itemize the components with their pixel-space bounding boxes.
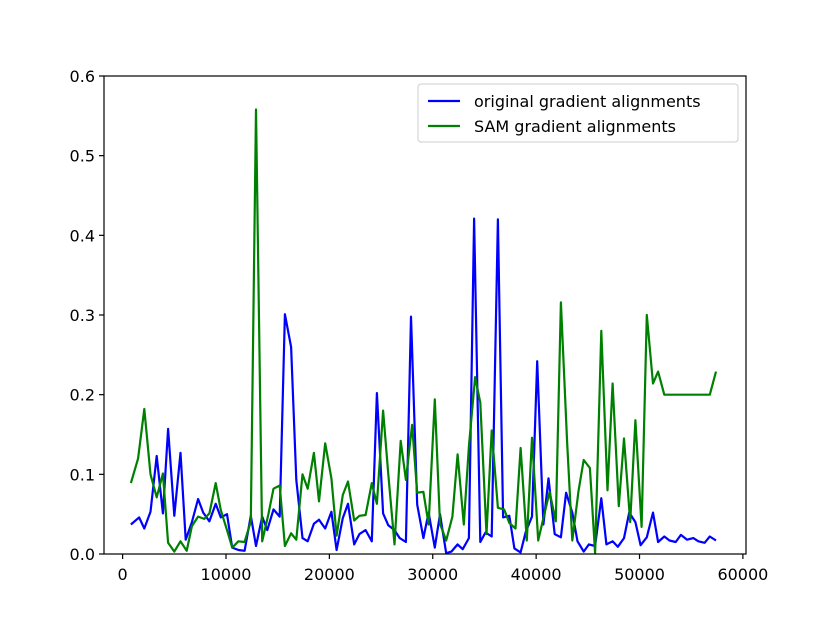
x-tick-label: 50000 bbox=[614, 565, 665, 584]
x-tick-label: 10000 bbox=[201, 565, 252, 584]
y-tick-label: 0.3 bbox=[70, 306, 95, 325]
x-tick-label: 0 bbox=[118, 565, 128, 584]
x-axis: 0 10000 20000 30000 40000 50000 60000 bbox=[118, 554, 768, 584]
y-tick-label: 0.4 bbox=[70, 226, 95, 245]
legend: original gradient alignments SAM gradient… bbox=[417, 83, 739, 143]
y-tick-label: 0.6 bbox=[70, 67, 95, 86]
x-tick-label: 40000 bbox=[511, 565, 562, 584]
y-tick-label: 0.2 bbox=[70, 386, 95, 405]
y-tick-label: 0.5 bbox=[70, 147, 95, 166]
y-tick-label: 0.0 bbox=[70, 545, 95, 564]
x-tick-label: 60000 bbox=[717, 565, 768, 584]
legend-label-0: original gradient alignments bbox=[474, 92, 701, 111]
legend-box bbox=[417, 83, 739, 143]
series-layer bbox=[129, 108, 718, 555]
legend-label-1: SAM gradient alignments bbox=[474, 117, 676, 136]
y-axis: 0.0 0.1 0.2 0.3 0.4 0.5 0.6 bbox=[70, 67, 104, 564]
y-tick-label: 0.1 bbox=[70, 465, 95, 484]
series-line-1 bbox=[129, 108, 718, 555]
x-tick-label: 20000 bbox=[304, 565, 355, 584]
x-tick-label: 30000 bbox=[407, 565, 458, 584]
